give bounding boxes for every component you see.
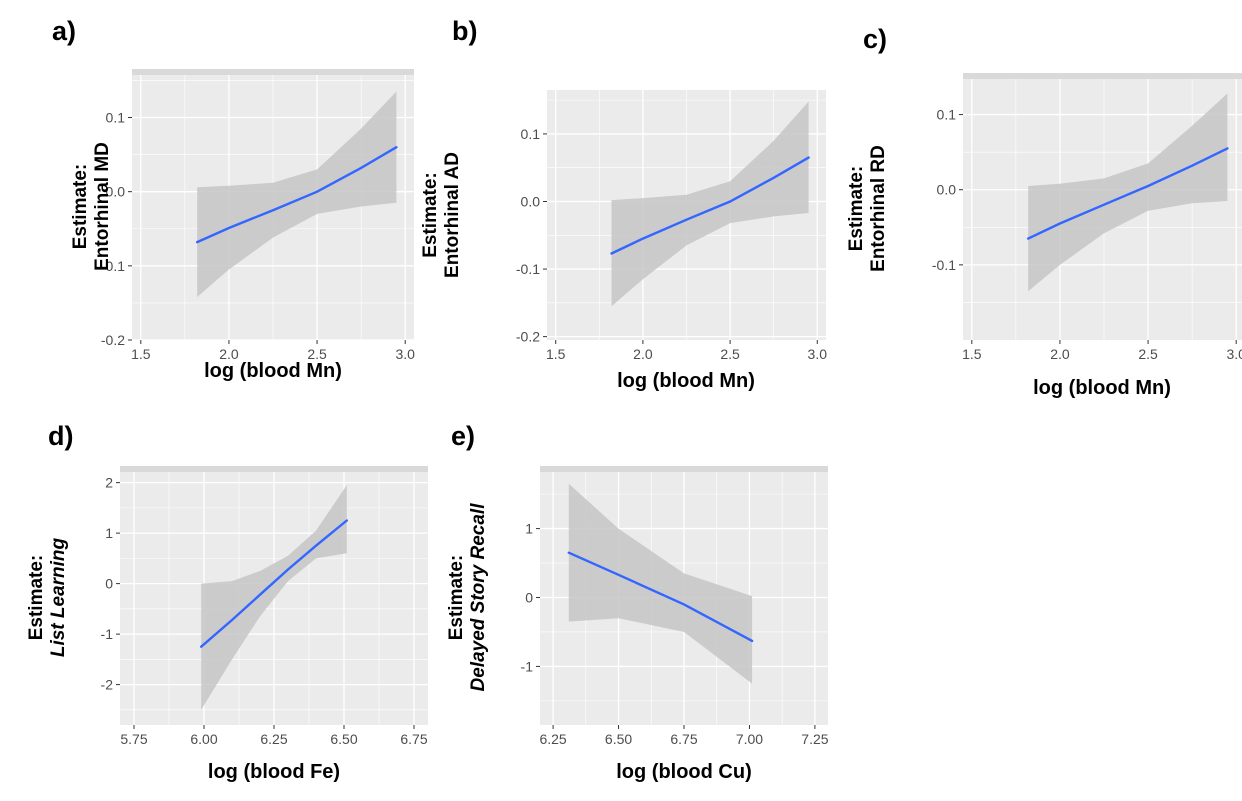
y-axis-title-prefix: Estimate: [420,172,441,258]
chart-panel-4: 5.75 6.00 6.25 6.50 6.75 -2 -1 0 1 2 d) log (blood … [26,421,428,783]
x-tick-label: 6.25 [539,731,566,747]
y-tick-label: 0.1 [521,126,541,142]
y-tick-label: 1 [105,525,113,541]
x-tick-label: 6.50 [330,731,357,747]
x-tick-label: 6.25 [260,731,287,747]
x-axis-title: log (blood Mn) [1033,377,1171,399]
y-tick-label: 0.0 [106,184,126,200]
confidence-ribbon [1028,93,1228,292]
confidence-ribbon [197,91,397,297]
x-tick-label: 3.0 [1226,346,1242,362]
x-axis-title: log (blood Fe) [208,761,340,783]
y-axis-title-prefix: Estimate: [70,164,91,250]
chart-panel-3: 1.5 2.0 2.5 3.0 -0.1 0.0 0.1 c) log (blood Mn) Es… [846,24,1242,399]
y-tick-label: -0.2 [516,329,540,345]
y-tick-label: 0.0 [521,193,541,209]
y-tick-label: -1 [101,626,114,642]
plot-area [547,90,826,340]
y-axis-title-prefix: Estimate: [846,166,867,252]
x-tick-label: 6.75 [400,731,427,747]
fitted-line [610,156,810,255]
facet-strip [120,466,428,472]
fitted-line [199,519,348,648]
y-axis-title: Delayed Story Recall [468,503,489,692]
panel-label: a) [52,16,76,46]
y-tick-label: 1 [525,521,533,537]
fitted-line [1026,147,1229,240]
x-axis-title: log (blood Mn) [617,370,755,392]
panel-label: d) [48,421,73,451]
x-tick-label: 7.00 [736,731,763,747]
y-tick-label: 0 [525,590,533,606]
plot-area [963,77,1242,340]
y-tick-label: 0 [105,576,113,592]
y-tick-label: 0.1 [937,107,957,123]
confidence-ribbon [201,485,347,710]
x-tick-label: 7.25 [801,731,828,747]
chart-panel-5: 6.25 6.50 6.75 7.00 7.25 -1 0 1 e) log (blood Cu)… [446,421,829,783]
x-tick-label: 1.5 [131,346,151,362]
panel-label: e) [451,421,475,451]
confidence-ribbon [568,483,753,684]
x-axis-title: log (blood Cu) [616,761,752,783]
y-axis-title: Entorhinal AD [442,152,463,278]
plot-area [120,470,428,725]
x-tick-label: 5.75 [120,731,147,747]
panel-label: b) [452,16,477,46]
y-tick-label: -2 [101,677,114,693]
fitted-line [567,551,754,643]
y-tick-label: 0.1 [106,110,126,126]
y-axis-title: Entorhinal RD [868,145,889,272]
x-tick-label: 6.00 [190,731,217,747]
x-tick-label: 2.5 [720,346,740,362]
x-tick-label: 2.0 [633,346,653,362]
facet-strip [963,73,1242,79]
facet-strip [132,69,414,75]
y-tick-label: 0.0 [937,182,957,198]
confidence-ribbon [611,101,809,307]
x-tick-label: 1.5 [546,346,566,362]
y-tick-label: -0.1 [516,261,540,277]
x-tick-label: 3.0 [808,346,828,362]
x-tick-label: 3.0 [395,346,415,362]
chart-panel-1: 1.5 2.0 2.5 3.0 -0.2 -0.1 0.0 0.1 a) log (blood M… [52,16,415,382]
x-tick-label: 6.50 [605,731,632,747]
plot-area [540,470,828,725]
x-tick-label: 2.5 [307,346,327,362]
x-tick-label: 2.0 [1050,346,1070,362]
x-tick-label: 2.5 [1138,346,1158,362]
facet-strip [540,466,828,472]
x-tick-label: 2.0 [219,346,239,362]
x-tick-label: 1.5 [962,346,982,362]
x-tick-label: 6.75 [670,731,697,747]
y-axis-title: Entorhinal MD [92,142,113,271]
panel-label: c) [863,24,887,54]
x-axis-title: log (blood Mn) [204,360,342,382]
y-tick-label: -0.1 [101,258,125,274]
y-tick-label: 2 [105,475,113,491]
y-axis-title: List Learning [48,537,69,657]
y-tick-label: -0.1 [932,257,956,273]
y-axis-title-prefix: Estimate: [26,555,47,641]
chart-panel-2: 1.5 2.0 2.5 3.0 -0.2 -0.1 0.0 0.1 b) log (blood M… [420,16,827,392]
fitted-line [195,145,398,244]
plot-area [132,73,414,340]
y-axis-title-prefix: Estimate: [446,555,467,641]
y-tick-label: -1 [521,658,534,674]
y-tick-label: -0.2 [101,332,125,348]
